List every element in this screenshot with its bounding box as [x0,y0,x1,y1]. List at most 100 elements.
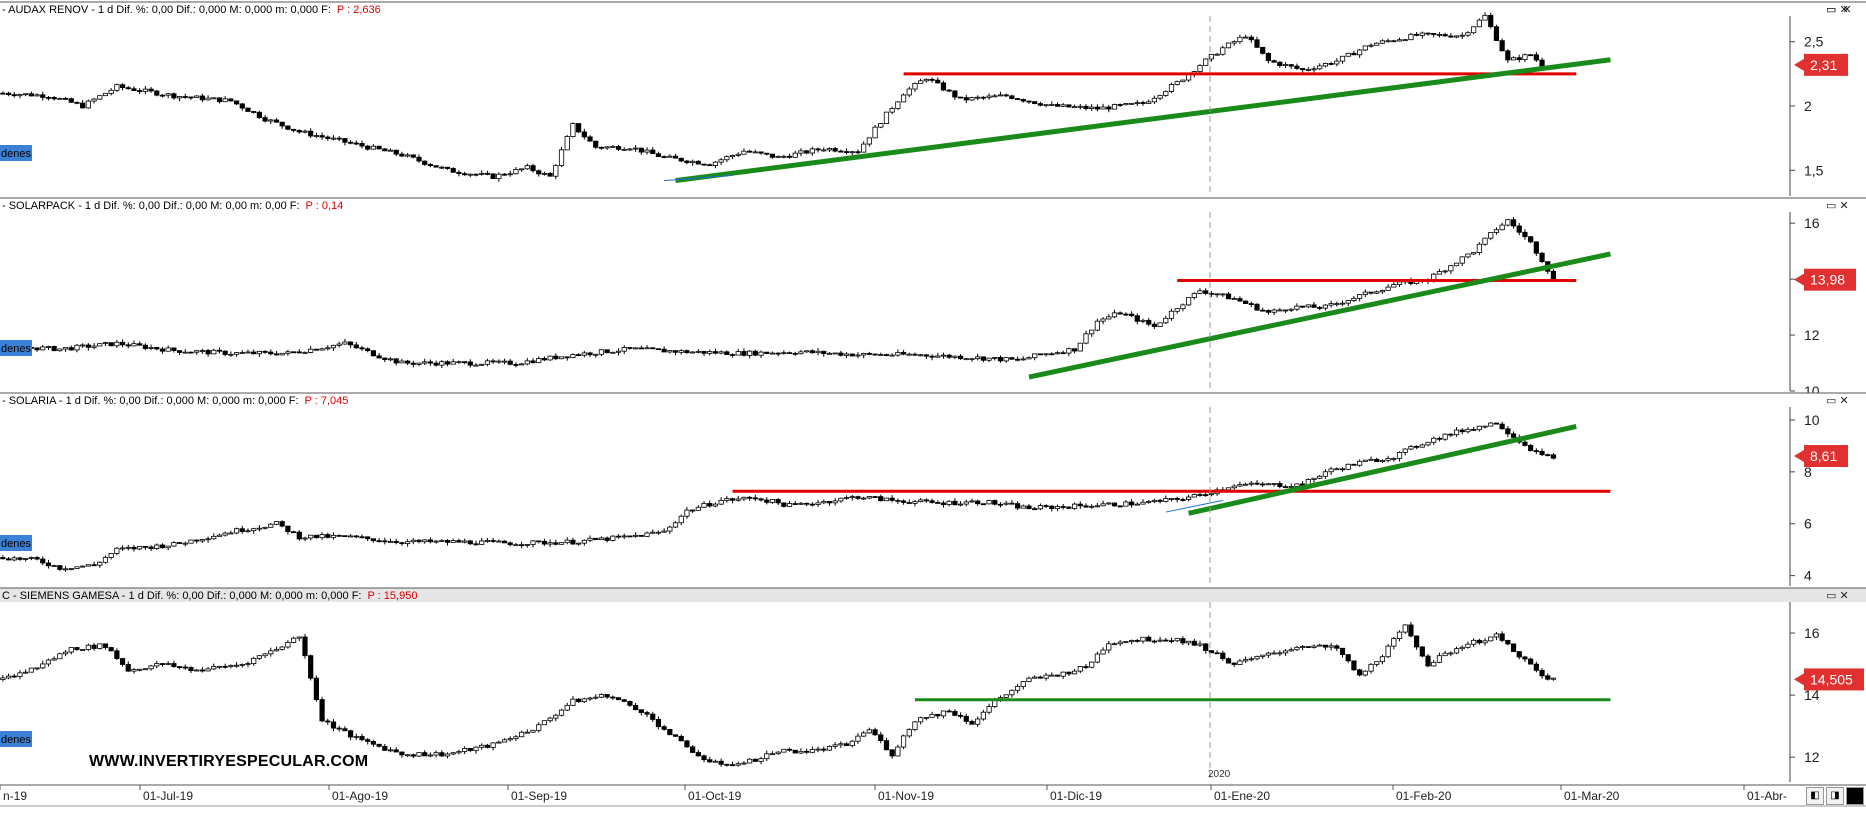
panel-window-controls[interactable]: ▭ ✕ [1826,395,1849,407]
candle-body [216,97,223,103]
candle-body [1385,645,1391,658]
window-controls[interactable]: ▭✕ [1826,4,1858,16]
candle-body [97,643,103,649]
candle-body [1089,329,1095,335]
candle-body [798,351,804,355]
orders-tag[interactable] [0,340,32,356]
candle-body [57,97,63,100]
price-tag-pointer [1794,273,1804,286]
candle-body [285,351,291,354]
candle-body [393,541,399,544]
orders-tag[interactable] [0,145,32,161]
candle-body [313,534,319,539]
trend-line[interactable] [675,57,1611,184]
candle-body [159,544,166,549]
candle-body [427,361,434,364]
candle-body [678,350,684,353]
candle-body [1140,319,1146,322]
candle-body [342,341,348,345]
candle-body [769,753,776,756]
orders-tag[interactable] [0,731,32,747]
candle-body [405,154,411,157]
candle-body [365,145,371,150]
panel-window-controls[interactable]: ▭ ✕ [1826,4,1849,16]
candle-body [370,350,376,357]
candle-body [1231,485,1237,489]
fill-button[interactable] [1846,787,1864,805]
candle-body [1396,452,1403,459]
scroll-left-button[interactable]: ◧ [1806,787,1824,805]
scroll-right-button[interactable]: ◨ [1826,787,1844,805]
candle-body [382,745,388,751]
candle-body [233,100,240,105]
candle-body [1094,653,1100,663]
panel-1[interactable]: - AUDAX RENOV - 1 d Dif. %: 0,00 Dif.: 0… [0,1,1866,196]
candle-body [1009,357,1015,360]
panel-3[interactable]: - SOLARIA - 1 d Dif. %: 0,00 Dif.: 0,000… [0,392,1866,586]
panel-2[interactable]: - SOLARPACK - 1 d Dif. %: 0,00 Dif.: 0,0… [0,197,1866,399]
candle-body [718,351,724,354]
panel-window-controls[interactable]: ▭ ✕ [1826,200,1849,212]
candle-body [370,538,376,542]
orders-tag[interactable] [0,535,32,551]
candle-body [1396,39,1403,42]
candle-body [154,90,160,96]
candle-body [347,535,354,538]
candle-body [781,748,787,753]
x-tick-label: 01-Sep-19 [511,789,567,803]
candle-body [137,668,143,671]
candle-body [1043,505,1049,508]
candle-body [997,94,1004,97]
price-tag-pointer [1794,673,1804,686]
candle-body [1391,638,1397,647]
trend-line[interactable] [1188,424,1577,516]
candle-body [1471,428,1477,431]
candle-body [889,108,895,113]
candle-body [1488,232,1494,239]
candle-body [946,500,952,505]
candle-body [34,557,40,560]
candle-body [1214,293,1220,296]
candle-body [1220,47,1226,55]
candle-body [1014,358,1021,361]
candle-body [855,354,861,357]
panel-window-controls[interactable]: ▭ ✕ [1826,590,1849,602]
candle-body [1471,639,1477,645]
candle-body [524,544,530,546]
candle-body [975,718,981,725]
candle-body [1265,53,1272,62]
candle-body [85,564,91,567]
candle-body [359,347,365,350]
candle-body [1260,483,1266,486]
candle-body [633,704,639,711]
candle-body [456,540,462,543]
candle-body [963,358,969,361]
candle-body [1334,468,1340,471]
orders-tag-label: denes [1,734,31,746]
candle-body [912,83,918,90]
candle-body [376,540,382,543]
candle-body [188,539,194,544]
candle-body [1128,102,1135,105]
candle-body [1539,252,1545,262]
candle-body [211,97,217,100]
trend-line[interactable] [1028,251,1611,380]
candle-body [387,358,394,361]
candle-body [1225,42,1232,49]
candle-body [142,344,148,349]
candle-body [712,760,719,763]
candle-body [1071,670,1078,675]
panel-last-value: P : 7,045 [305,395,349,407]
candle-body [1522,441,1528,446]
candle-body [906,729,912,737]
panel-4[interactable]: C - SIEMENS GAMESA - 1 d Dif. %: 0,00 Di… [0,587,1866,782]
candle-body [114,547,120,554]
candle-body [695,752,701,757]
candle-body [1060,671,1066,677]
scroll-controls[interactable]: ◧ ◨ [1806,787,1864,805]
candle-body [667,350,673,353]
candle-body [1396,281,1403,285]
price-tag-label: 13,98 [1810,272,1845,288]
candle-body [473,543,479,546]
